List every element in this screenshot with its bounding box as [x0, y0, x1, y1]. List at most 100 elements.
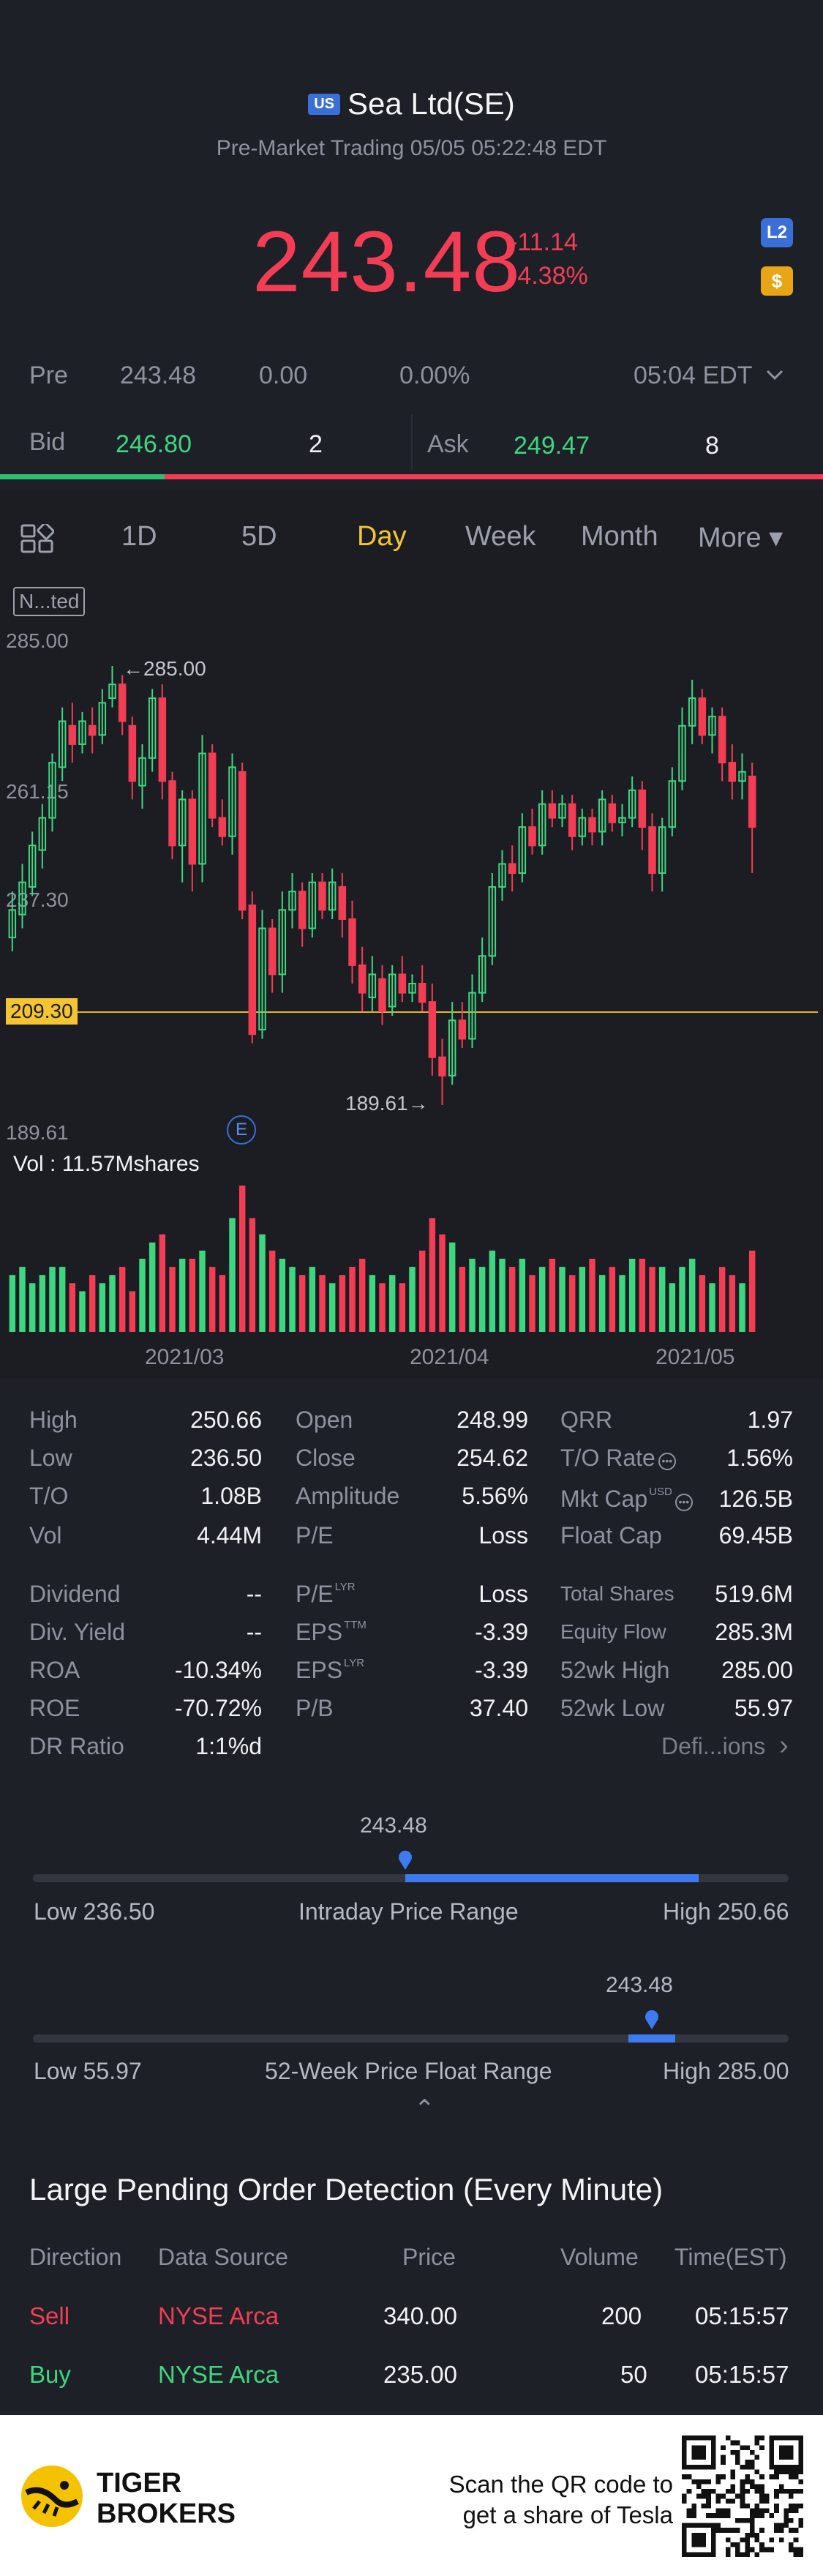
- volume-bar: [238, 1186, 246, 1332]
- x-tick-label: 2021/05: [655, 1345, 735, 1369]
- level2-icon[interactable]: L2: [761, 218, 793, 247]
- order-volume: 50: [620, 2361, 647, 2388]
- volume-bar: [358, 1259, 366, 1332]
- pre-time-selector[interactable]: 05:04 EDT: [634, 362, 785, 390]
- stat-value: --: [246, 1581, 262, 1607]
- volume-bar: [259, 1234, 266, 1332]
- trade-dollar-icon[interactable]: $: [761, 266, 793, 296]
- order-price: 340.00: [383, 2302, 457, 2329]
- candle-body: [648, 826, 656, 875]
- candle-body: [468, 992, 476, 1040]
- order-price: 235.00: [383, 2361, 457, 2388]
- stock-header: [0, 0, 823, 337]
- stat-label-with-info[interactable]: T/O Rate •••: [560, 1445, 676, 1472]
- volume-bar: [49, 1267, 56, 1332]
- candle-body: [278, 909, 287, 976]
- week52-high: High 285.00: [663, 2058, 789, 2084]
- week52-range-fill: [628, 2034, 675, 2043]
- volume-bar: [598, 1275, 606, 1332]
- stat-label: Div. Yield: [29, 1619, 126, 1645]
- chart-panel: [0, 490, 823, 1379]
- brand-name: TIGER BROKERS: [97, 2468, 236, 2529]
- volume-bar: [369, 1275, 376, 1332]
- intraday-range-title: Intraday Price Range: [298, 1898, 519, 1925]
- tiger-logo-icon: [21, 2465, 83, 2527]
- stat-value: Loss: [478, 1581, 528, 1607]
- week52-range-title: 52-Week Price Float Range: [265, 2058, 552, 2084]
- intraday-high: High 250.66: [663, 1898, 789, 1925]
- volume-bar: [149, 1242, 156, 1332]
- volume-bar: [639, 1259, 646, 1332]
- candle-body: [678, 724, 686, 782]
- volume-bar: [439, 1234, 446, 1332]
- volume-label: Vol : 11.57Mshares: [13, 1152, 200, 1176]
- bid-ratio-fill: [0, 474, 165, 479]
- stat-label: Open: [296, 1407, 353, 1433]
- candle-body: [118, 684, 127, 722]
- volume-bar: [718, 1267, 726, 1332]
- order-source: NYSE Arca: [158, 2302, 279, 2329]
- stat-value: -3.39: [475, 1657, 528, 1683]
- candle-body: [38, 817, 47, 851]
- volume-bar: [328, 1283, 336, 1332]
- chart-layout-icon[interactable]: [20, 524, 54, 553]
- more-info-icon[interactable]: •••: [674, 1494, 693, 1511]
- volume-bar: [59, 1267, 66, 1332]
- tab-month[interactable]: Month: [581, 521, 658, 552]
- tab-5d[interactable]: 5D: [241, 521, 277, 552]
- ask-price: 249.47: [514, 432, 590, 460]
- indicator-badge[interactable]: N...ted: [13, 587, 86, 616]
- volume-bar: [199, 1250, 206, 1332]
- volume-bar: [508, 1267, 516, 1332]
- stat-label: EPS LYR: [296, 1657, 365, 1683]
- candle-body: [148, 697, 157, 759]
- volume-bar: [559, 1267, 565, 1332]
- tab-more[interactable]: More ▾: [698, 523, 783, 553]
- candle-body: [738, 771, 746, 782]
- candle-body: [348, 918, 356, 966]
- pre-price: 243.48: [120, 362, 196, 389]
- column-header: Direction: [29, 2244, 122, 2270]
- stat-label-with-info[interactable]: Mkt Cap USD•••: [560, 1486, 693, 1513]
- stat-label: Float Cap: [560, 1522, 662, 1549]
- candle-body: [208, 752, 217, 819]
- candle-body: [538, 803, 546, 847]
- stat-value: --: [246, 1619, 262, 1645]
- candlestick-chart[interactable]: [0, 637, 823, 1112]
- volume-bar: [208, 1267, 216, 1332]
- pre-change-pct: 0.00%: [399, 362, 470, 389]
- stat-value: 4.44M: [197, 1522, 262, 1549]
- volume-bar: [579, 1267, 586, 1332]
- volume-bar: [139, 1259, 146, 1332]
- volume-bar: [399, 1283, 406, 1332]
- volume-bar: [388, 1275, 396, 1332]
- candle-body: [298, 891, 307, 929]
- candle-body: [88, 724, 97, 736]
- earnings-icon[interactable]: E: [227, 1115, 256, 1145]
- stat-value: 37.40: [469, 1695, 528, 1721]
- volume-bar: [739, 1283, 745, 1332]
- volume-bar: [279, 1259, 286, 1332]
- stat-value: 55.97: [734, 1695, 793, 1721]
- order-time: 05:15:57: [695, 2361, 789, 2388]
- currency-sup: USD: [649, 1486, 672, 1498]
- pending-orders-title: Large Pending Order Detection (Every Min…: [29, 2172, 664, 2206]
- volume-bar: [478, 1267, 486, 1332]
- candle-body: [638, 789, 647, 828]
- candle-body: [108, 684, 116, 700]
- volume-bar: [669, 1283, 676, 1332]
- tab-week[interactable]: Week: [465, 521, 536, 552]
- volume-bar: [709, 1283, 715, 1332]
- stat-value: 236.50: [190, 1445, 262, 1471]
- more-info-icon[interactable]: •••: [658, 1453, 676, 1470]
- definitions-link[interactable]: Defi...ions ›: [661, 1730, 789, 1761]
- candle-body: [508, 863, 516, 875]
- bid-label: Bid: [29, 428, 66, 456]
- y-tick-label: 189.61: [6, 1121, 69, 1144]
- candle-body: [698, 697, 707, 736]
- volume-bar: [119, 1267, 126, 1332]
- tab-1d[interactable]: 1D: [121, 521, 157, 552]
- candle-body: [198, 752, 206, 865]
- collapse-chevron-icon[interactable]: ⌃: [414, 2095, 435, 2123]
- tab-day[interactable]: Day: [357, 521, 407, 552]
